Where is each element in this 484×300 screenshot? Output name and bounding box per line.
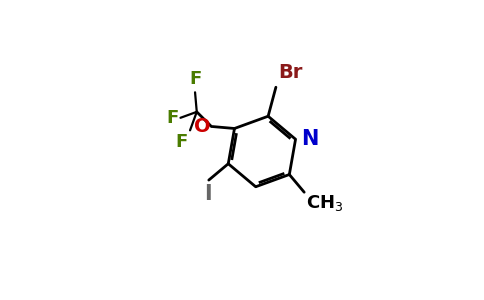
Text: O: O [194,117,211,136]
Text: CH$_3$: CH$_3$ [306,194,344,213]
Text: N: N [301,129,318,149]
Text: Br: Br [278,63,302,82]
Text: F: F [176,133,188,151]
Text: I: I [204,184,212,203]
Text: F: F [189,70,201,88]
Text: F: F [166,109,178,127]
